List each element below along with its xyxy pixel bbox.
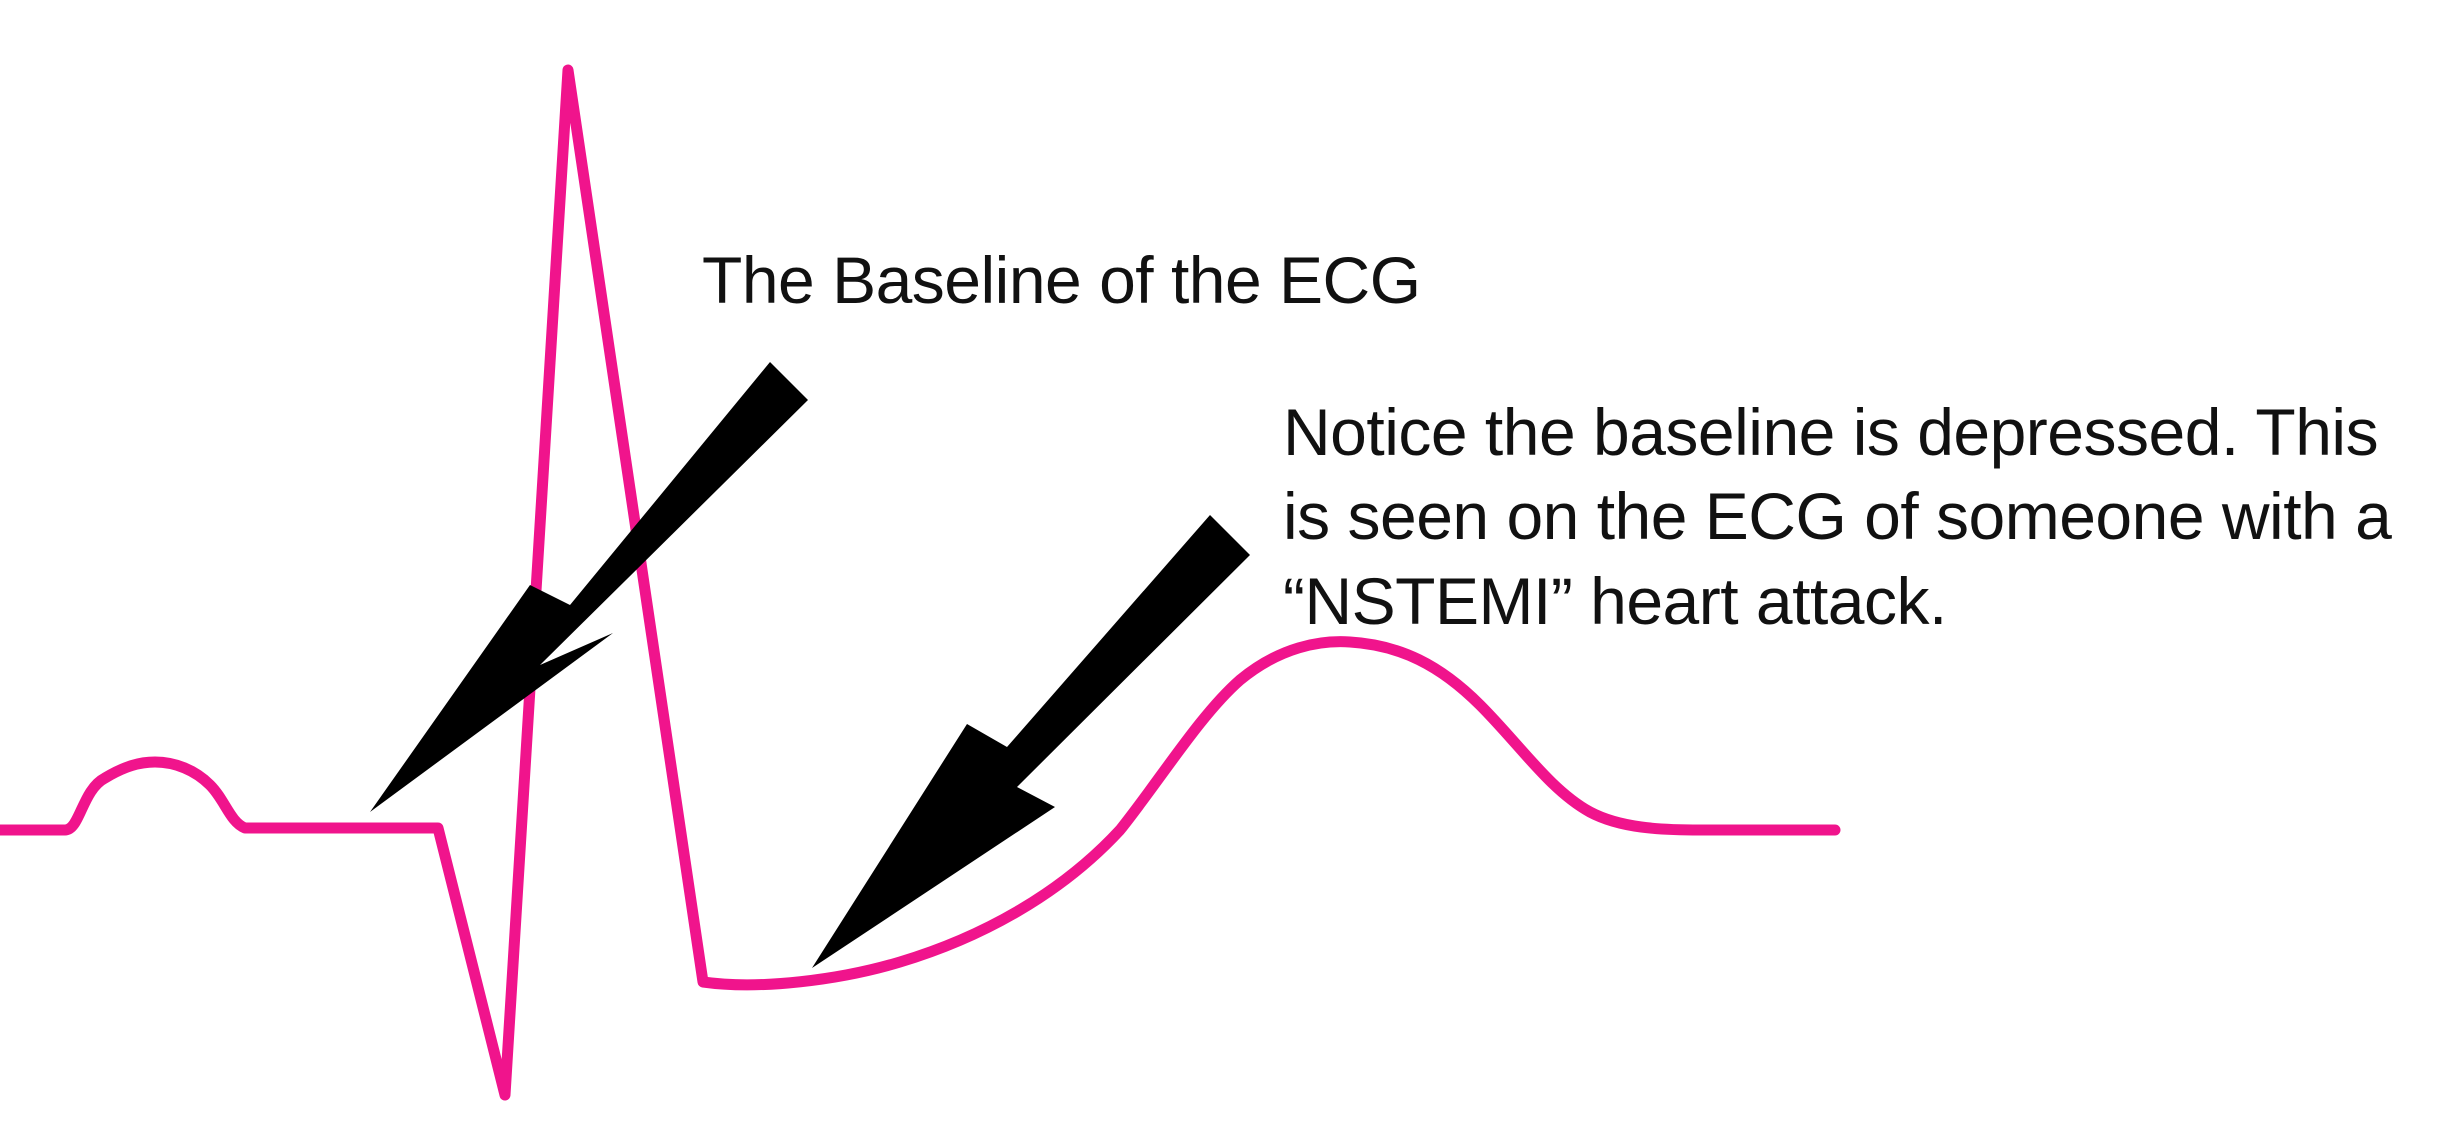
notice-line: Notice the baseline is depressed. This: [1283, 390, 2391, 474]
notice-annotation: Notice the baseline is depressed. This i…: [1283, 390, 2391, 643]
arrow-baseline: [370, 362, 808, 812]
notice-line: is seen on the ECG of someone with a: [1283, 474, 2391, 558]
baseline-label: The Baseline of the ECG: [702, 238, 1421, 322]
notice-line: “NSTEMI” heart attack.: [1283, 559, 2391, 643]
